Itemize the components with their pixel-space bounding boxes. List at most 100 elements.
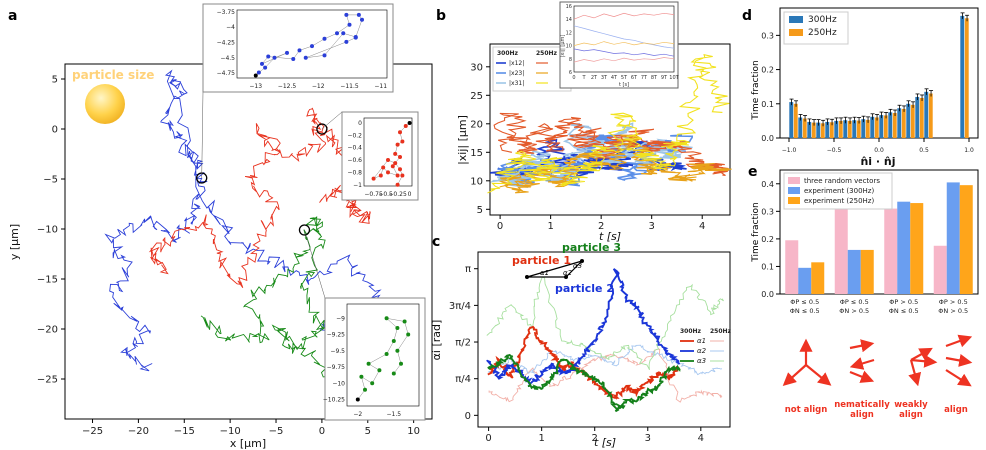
inset-point xyxy=(253,73,258,78)
angle-line xyxy=(487,353,681,413)
y-tick-label: 0.3 xyxy=(761,31,774,40)
inset-x-tick-label: −11.5 xyxy=(340,83,359,90)
director-arrow xyxy=(910,354,938,368)
inset-point xyxy=(310,44,314,49)
x-tick-label: 0 xyxy=(485,433,491,444)
panel-label-d: d xyxy=(742,8,752,24)
panel-label-e: e xyxy=(748,164,758,180)
inset-line xyxy=(573,41,675,46)
category-label: ΦP ≤ 0.5 xyxy=(840,298,869,306)
inset-y-tick-label: −4.5 xyxy=(220,55,235,62)
distance-line xyxy=(490,122,693,188)
y-tick-label: −25 xyxy=(37,375,58,386)
director-arrow xyxy=(849,357,875,370)
histogram-bar xyxy=(852,120,857,138)
inset-point xyxy=(406,332,411,337)
inset-point xyxy=(386,158,390,163)
panel-b-legend: 300Hz 250Hz |x12| |x23| |x31| xyxy=(492,46,572,92)
y-tick-label: −15 xyxy=(37,275,58,286)
angle-line xyxy=(488,348,723,403)
inset-point xyxy=(341,31,346,36)
angle-line xyxy=(487,344,723,376)
distance-series xyxy=(487,53,732,194)
inset-y-tick-label: −0.4 xyxy=(347,145,362,152)
inset-x-tick-label: 2T xyxy=(591,75,598,81)
x-tick-label: 0 xyxy=(497,221,503,232)
inset-y-tick-label: 16 xyxy=(566,4,572,10)
inset-point xyxy=(395,348,400,353)
inset-point xyxy=(395,326,400,331)
inset-y-tick-label: 10 xyxy=(566,44,572,50)
legend-swatch xyxy=(788,187,800,194)
panel-label-a: a xyxy=(8,8,17,24)
legend-label: α1 xyxy=(697,337,706,345)
director-arrow xyxy=(849,339,875,353)
panel-e-alignment: ΦP ≤ 0.5ΦN ≤ 0.5ΦP ≤ 0.5ΦN > 0.5ΦP > 0.5… xyxy=(751,169,979,420)
inset-point xyxy=(297,48,302,53)
inset-point xyxy=(263,65,268,70)
triangle-outline xyxy=(526,260,583,278)
alignment-bar xyxy=(959,185,973,294)
inset-point xyxy=(398,167,402,172)
x-tick-label: −10 xyxy=(220,426,241,437)
histogram-bar xyxy=(856,120,861,138)
histogram-bar xyxy=(834,120,839,138)
x-tick-label: 3 xyxy=(648,221,654,232)
inset-x-tick-label: −13 xyxy=(249,83,262,90)
inset-y-tick-label: −10 xyxy=(332,380,345,387)
inset-point xyxy=(285,50,289,55)
panel-a-insets: −13 −12.5 −12 −11.5 −11 −3.75 −4 −4.25 −4.5 −4.75… xyxy=(201,3,426,421)
alignment-bar xyxy=(785,240,799,294)
angle-line xyxy=(487,325,681,400)
panel-a-ylabel: y [μm] xyxy=(8,224,21,260)
histogram-bar xyxy=(789,102,794,138)
legend-swatch xyxy=(789,16,803,23)
inset-y-tick-label: −0.8 xyxy=(347,169,362,176)
histogram-bar xyxy=(802,118,807,138)
alignment-bar xyxy=(897,201,911,294)
inset-point xyxy=(371,176,376,181)
histogram-bar xyxy=(820,123,825,138)
histogram-bar xyxy=(865,119,870,138)
inset-point xyxy=(272,55,277,60)
x-tick-label: −5 xyxy=(269,426,284,437)
inset-y-tick-label: −1 xyxy=(353,182,362,189)
inset-axes xyxy=(573,5,675,73)
inset-x-tick-label: 0 xyxy=(408,191,412,198)
inset-point xyxy=(393,151,398,156)
y-tick-label: 0.0 xyxy=(761,290,774,299)
y-tick-label: 0.3 xyxy=(761,207,774,216)
x-tick-label: 1 xyxy=(547,221,553,232)
triangle-vertex xyxy=(580,259,584,263)
inset-point xyxy=(384,352,389,357)
panel-b-ylabel: |xij| [μm] xyxy=(456,115,469,165)
inset-point xyxy=(363,387,367,392)
inset-x-tick-label: −0.75 xyxy=(364,191,383,198)
x-tick-label: 3 xyxy=(645,433,651,444)
legend-swatch xyxy=(788,197,800,204)
alignment-bar xyxy=(860,249,874,294)
panel-d-ylabel: Time fraction xyxy=(751,60,761,120)
inset-point xyxy=(391,371,396,376)
histogram-bar xyxy=(915,96,920,138)
alpha-1-label: α1 xyxy=(540,269,549,277)
histogram-bar xyxy=(793,103,798,138)
y-tick-label: 5 xyxy=(52,75,58,86)
histogram-bar xyxy=(847,120,852,138)
y-tick-label: 20 xyxy=(470,119,483,130)
x-tick-label: −25 xyxy=(82,426,103,437)
inset-x-tick-label: 3T xyxy=(601,75,608,81)
inset-point xyxy=(256,70,261,75)
panel-d-xlabel: n̂i · n̂j xyxy=(860,155,895,168)
x-tick-label: 4 xyxy=(698,433,704,444)
inset-point xyxy=(353,35,358,40)
panel-c-frame xyxy=(477,251,731,428)
arrow-caption: align xyxy=(944,405,968,415)
angle-line xyxy=(486,268,681,386)
inset-point xyxy=(407,120,412,125)
inset-y-tick-label: −9.75 xyxy=(327,364,346,371)
panel-b-xlabel: t [s] xyxy=(599,230,621,243)
inset-line xyxy=(573,25,675,49)
legend-label: experiment (250Hz) xyxy=(804,197,874,205)
inset-line xyxy=(573,57,675,63)
